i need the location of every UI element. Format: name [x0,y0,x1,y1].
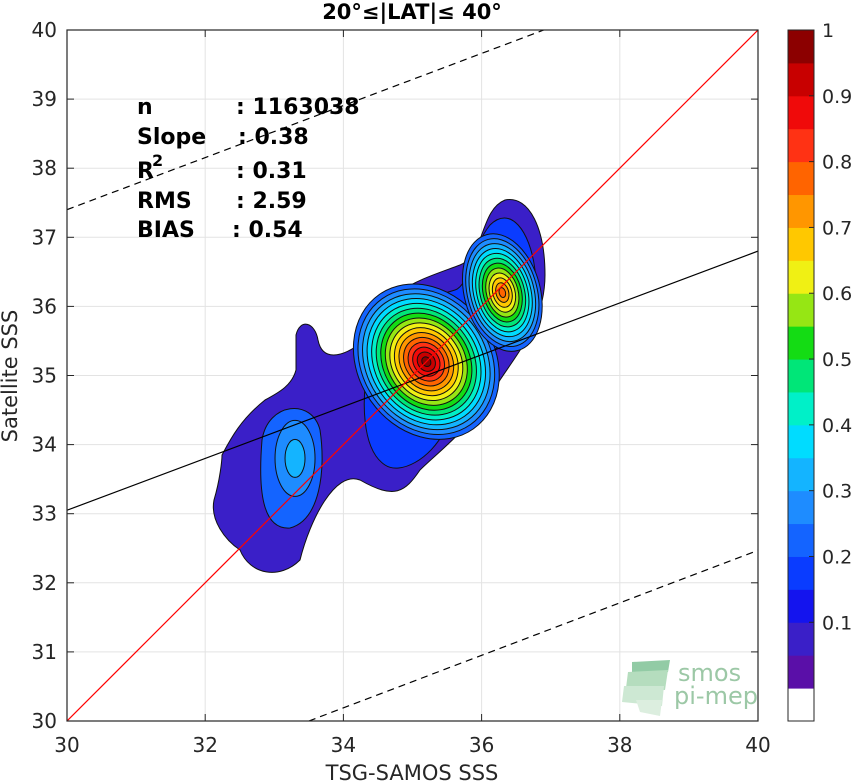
y-tick-label: 30 [32,709,57,733]
upper-bound-line [67,30,545,211]
colorbar-band [788,161,814,196]
y-tick-label: 35 [32,364,57,388]
colorbar-band [788,490,814,525]
colorbar-tick-label: 0.2 [822,546,852,568]
colorbar-tick-label: 0.5 [822,349,852,371]
colorbar-band [788,359,814,393]
colorbar-tick-label: 0.8 [822,152,852,174]
x-axis: 30 32 34 36 38 40 [54,30,771,757]
stat-label-2: R [137,159,154,184]
stat-label-sup: 2 [152,151,163,170]
lower-bound-line [308,549,758,721]
colorbar-tick-label: 0.3 [822,481,852,503]
stat-value-2: : 0.31 [236,159,307,184]
contour-level-0.35 [284,438,306,478]
colorbar-band [788,326,814,360]
y-tick-label: 34 [32,433,57,457]
regression-line [67,250,758,511]
colorbar-band [788,227,814,261]
colorbar-band [788,589,814,623]
y-tick-label: 32 [32,571,57,595]
stat-value-0: : 1163038 [236,95,360,120]
density-peak-2 [274,419,316,497]
colorbar-frame [787,29,815,722]
y-tick-label: 33 [32,502,57,526]
x-tick-label: 34 [331,733,356,757]
colorbar-band [788,523,814,557]
colorbar-tick-label: 0.4 [822,415,852,437]
x-tick-label: 38 [607,733,632,757]
x-tick-label: 36 [469,733,494,757]
x-tick-label: 40 [745,733,770,757]
colorbar: 0.1 0.2 0.3 0.4 0.5 0.6 0.7 0.8 0.9 1 [787,20,852,722]
y-tick-label: 36 [32,294,57,318]
colorbar-band [788,424,814,459]
stat-value-3: : 2.59 [236,189,307,214]
y-axis: 30 31 32 33 34 35 36 37 38 39 40 [32,18,758,733]
colorbar-band [788,260,814,294]
colorbar-tick-label: 1 [822,20,834,42]
x-tick-label: 30 [54,733,79,757]
one-to-one-line [67,30,758,721]
colorbar-band [788,457,814,492]
colorbar-band [788,622,814,656]
logo-line2: pi-mep [674,682,758,710]
chart-title: 20°≤|LAT|≤ 40° [322,0,502,25]
x-axis-label: TSG-SAMOS SSS [325,761,499,784]
y-tick-label: 40 [32,18,57,42]
reference-lines [67,30,758,721]
x-tick-label: 32 [192,733,217,757]
stat-label-1: Slope [137,125,206,150]
colorbar-band [788,391,814,426]
colorbar-band [788,30,814,64]
colorbar-band [788,655,814,689]
colorbar-tick-label: 0.1 [822,612,852,634]
y-tick-label: 37 [32,225,57,249]
y-axis-label: Satellite SSS [0,310,22,443]
stat-value-4: : 0.54 [232,218,303,243]
colorbar-tick-label: 0.7 [822,217,852,239]
logo-waves-icon [622,660,670,716]
colorbar-band [788,556,814,590]
colorbar-band [788,95,814,130]
colorbar-band [788,128,814,163]
y-tick-label: 31 [32,640,57,664]
logo-line1: smos [678,659,741,687]
colorbar-band [788,688,814,722]
stat-label-0: n [137,95,153,120]
colorbar-band [788,194,814,228]
smos-pi-mep-logo: smos pi-mep [622,659,758,716]
y-tick-label: 38 [32,156,57,180]
colorbar-band [788,293,814,327]
stat-value-1: : 0.38 [238,125,309,150]
y-tick-label: 39 [32,87,57,111]
colorbar-tick-label: 0.6 [822,283,852,305]
stat-label-4: BIAS [137,218,195,243]
stat-label-3: RMS [137,189,192,214]
colorbar-tick-label: 0.9 [822,86,852,108]
colorbar-band [788,62,814,97]
stats-box: n : 1163038 Slope : 0.38 R2 : 0.31 RMS : 2.59 BI… [137,95,360,243]
